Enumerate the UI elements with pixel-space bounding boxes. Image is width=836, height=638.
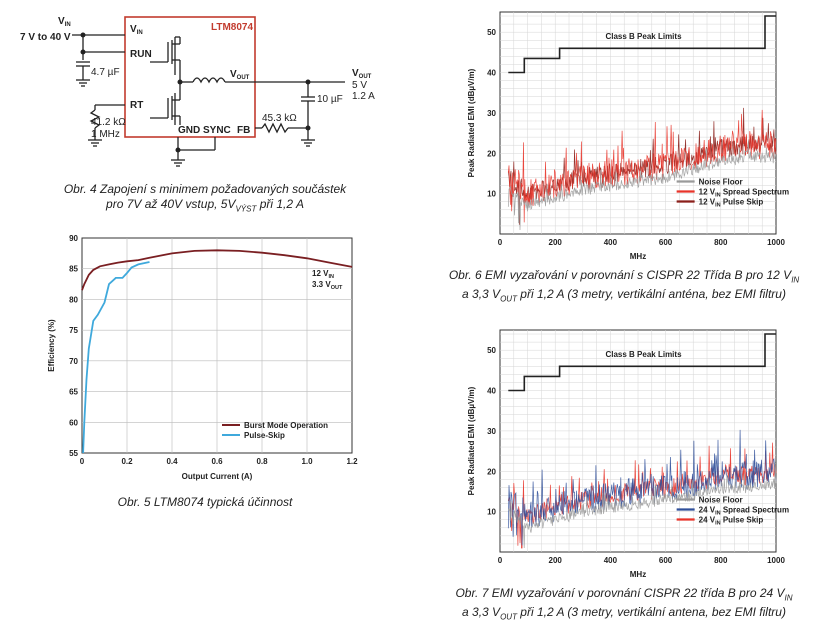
fig4-caption: Obr. 4 Zapojení s minimem požadovaných s…	[20, 182, 390, 216]
y-tick-label: 50	[487, 346, 496, 355]
y-tick-label: 90	[69, 234, 78, 243]
legend-label: 24 VIN Pulse Skip	[699, 516, 764, 527]
x-tick-label: 0	[498, 238, 503, 247]
x-tick-label: 400	[604, 556, 618, 565]
y-tick-label: 65	[69, 388, 78, 397]
series-trace	[507, 141, 777, 231]
legend-label: Noise Floor	[699, 496, 743, 505]
cap-in-label: 4.7 µF	[91, 67, 120, 78]
emi-chart-12v: 0 200 400 600 800 1000 10 20 30 40 50 MHz Peak Radia…	[467, 11, 789, 261]
fig6-caption-line1: Obr. 6 EMI vyzařování v porovnání s CISP…	[448, 268, 800, 285]
x-tick-label: 200	[549, 238, 563, 247]
x-tick-label: 1000	[767, 556, 785, 565]
pin-fb: FB	[237, 125, 250, 136]
x-tick-label: 800	[714, 238, 728, 247]
x-tick-label: 1.0	[301, 457, 313, 466]
res-fb-label: 45.3 kΩ	[262, 113, 297, 124]
legend-label: 24 VIN Spread Spectrum	[699, 506, 789, 517]
y-tick-label: 60	[69, 418, 78, 427]
limit-label: Class B Peak Limits	[605, 32, 682, 41]
fig7-caption-line2: a 3,3 VOUT při 1,2 A (3 metry, vertikáln…	[462, 605, 786, 622]
x-tick-label: 1.2	[346, 457, 358, 466]
out-current: 1.2 A	[352, 91, 375, 102]
annotation-vout: 3.3 VOUT	[312, 280, 343, 291]
x-tick-label: 600	[659, 238, 673, 247]
fig4-caption-line2: pro 7V až 40V vstup, 5VVÝST při 1,2 A	[106, 197, 304, 214]
pin-vout: VOUT	[230, 69, 250, 81]
y-tick-label: 40	[487, 387, 496, 396]
pin-rt: RT	[130, 100, 143, 111]
x-tick-label: 800	[714, 556, 728, 565]
legend-label: Noise Floor	[699, 178, 743, 187]
x-axis-label: Output Current (A)	[182, 472, 253, 481]
y-tick-label: 30	[487, 109, 496, 118]
x-tick-label: 0.2	[121, 457, 133, 466]
y-tick-label: 40	[487, 69, 496, 78]
y-tick-label: 55	[69, 449, 78, 458]
chip-box	[124, 16, 256, 138]
y-tick-label: 70	[69, 357, 78, 366]
freq-label: 1 MHz	[91, 129, 120, 140]
pin-run: RUN	[130, 49, 152, 60]
out-voltage: 5 V	[352, 80, 367, 91]
limit-label: Class B Peak Limits	[605, 350, 682, 359]
x-tick-label: 0.8	[256, 457, 268, 466]
emi-chart-24v: 0 200 400 600 800 1000 10 20 30 40 50 MHz Peak Radia…	[467, 329, 789, 579]
legend-label: 12 VIN Spread Spectrum	[699, 188, 789, 199]
y-tick-label: 10	[487, 190, 496, 199]
vin-range: 7 V to 40 V	[20, 32, 71, 43]
x-tick-label: 0.6	[211, 457, 223, 466]
series-line-pulse-skip	[82, 261, 150, 454]
annotation-vin: 12 VIN	[312, 269, 334, 280]
y-tick-label: 30	[487, 427, 496, 436]
res-rt-label: 41.2 kΩ	[91, 117, 126, 128]
pin-gnd-sync: GND SYNC	[178, 125, 231, 136]
x-tick-label: 1000	[767, 238, 785, 247]
x-tick-label: 0	[80, 457, 85, 466]
fig6-caption-line2: a 3,3 VOUT při 1,2 A (3 metry, vertikáln…	[462, 287, 786, 304]
x-tick-label: 0	[498, 556, 503, 565]
y-tick-label: 10	[487, 508, 496, 517]
y-axis-label: Efficiency (%)	[47, 319, 56, 372]
x-tick-label: 0.4	[166, 457, 178, 466]
legend-label: Pulse-Skip	[244, 431, 285, 440]
y-axis-label: Peak Radiated EMI (dBµV/m)	[467, 68, 476, 177]
legend-label: Burst Mode Operation	[244, 421, 328, 430]
fig7-caption-line1: Obr. 7 EMI vyzařování v porovnání CISPR …	[455, 586, 793, 603]
fig5-caption: Obr. 5 LTM8074 typická účinnost	[117, 495, 293, 509]
y-axis-label: Peak Radiated EMI (dBµV/m)	[467, 386, 476, 495]
y-tick-label: 50	[487, 28, 496, 37]
vin-label: VIN	[58, 16, 71, 28]
x-axis-label: MHz	[630, 570, 646, 579]
class-b-limit-line	[508, 333, 776, 392]
out-label: VOUT	[352, 68, 372, 80]
efficiency-chart: 0 0.2 0.4 0.6 0.8 1.0 1.2 55 60 65 70 75 80 85 90 Outpu…	[47, 234, 358, 481]
schematic-diagram: VIN 7 V to 40 V LTM8074 VIN RUN RT VOUT …	[20, 16, 375, 167]
series-trace	[507, 109, 777, 223]
fig4-caption-line1: Obr. 4 Zapojení s minimem požadovaných s…	[63, 182, 347, 196]
y-tick-label: 75	[69, 326, 78, 335]
y-tick-label: 80	[69, 295, 78, 304]
fig6-caption: Obr. 6 EMI vyzařování v porovnání s CISP…	[412, 268, 836, 307]
y-tick-label: 85	[69, 265, 78, 274]
series-trace	[507, 461, 777, 549]
pin-vin: VIN	[130, 24, 143, 36]
x-axis-label: MHz	[630, 252, 646, 261]
x-tick-label: 600	[659, 556, 673, 565]
cap-out-label: 10 µF	[317, 94, 343, 105]
legend-label: 12 VIN Pulse Skip	[699, 198, 764, 209]
series-line-burst-mode	[81, 249, 353, 291]
x-tick-label: 200	[549, 556, 563, 565]
class-b-limit-line	[508, 15, 776, 74]
x-tick-label: 400	[604, 238, 618, 247]
y-tick-label: 20	[487, 149, 496, 158]
y-tick-label: 20	[487, 467, 496, 476]
fig7-caption: Obr. 7 EMI vyzařování v porovnání CISPR …	[412, 586, 836, 625]
chip-name: LTM8074	[211, 22, 253, 33]
